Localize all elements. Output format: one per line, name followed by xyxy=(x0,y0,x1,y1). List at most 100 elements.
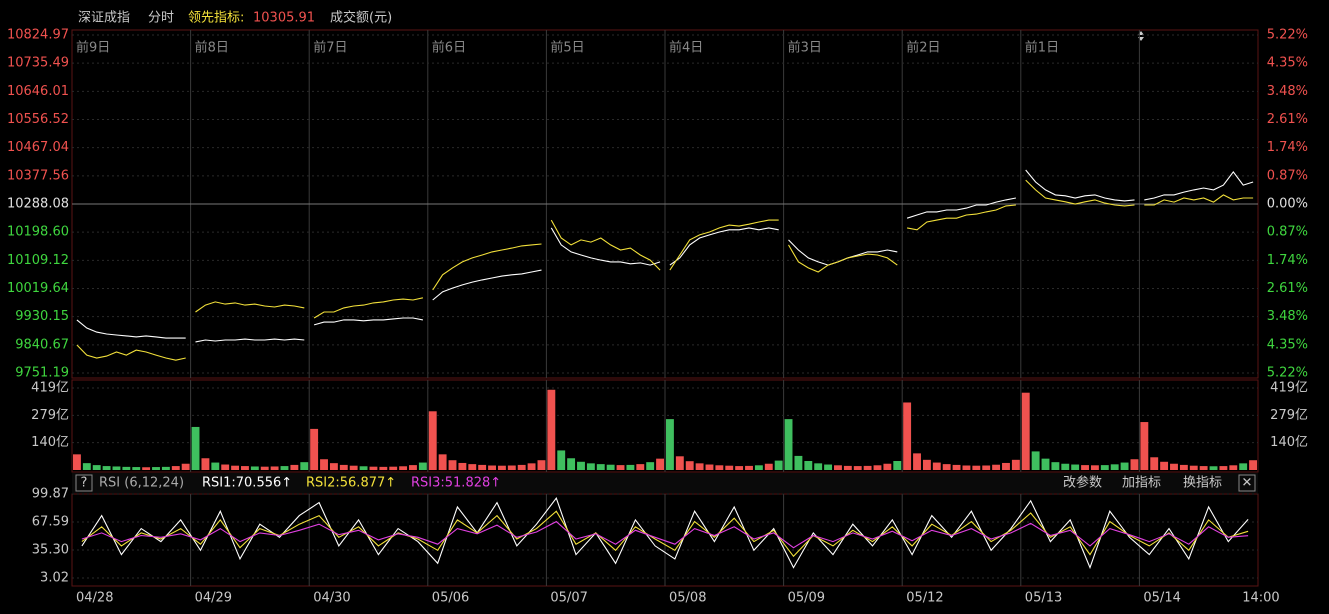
volume-bar xyxy=(497,465,506,470)
volume-bar xyxy=(122,466,131,470)
rsi-header xyxy=(72,473,1258,493)
volume-bar xyxy=(1051,462,1060,470)
volume-bar xyxy=(666,419,674,470)
y-tick-label: 10109.12 xyxy=(7,253,69,268)
series-line xyxy=(550,227,661,266)
y-tick-label: 67.59 xyxy=(32,514,69,529)
volume-bar xyxy=(438,454,447,470)
volume-bar xyxy=(1120,462,1129,470)
volume-bar xyxy=(834,465,842,470)
y2-tick-label: 2.61% xyxy=(1267,281,1308,296)
volume-bar xyxy=(626,464,635,470)
x-tick-label: 05/09 xyxy=(788,591,825,606)
volume-bar xyxy=(557,450,566,470)
volume-bar xyxy=(1150,457,1159,470)
volume-bar xyxy=(300,462,309,470)
toolbar-button[interactable]: 换指标 xyxy=(1183,476,1222,491)
volume-bar xyxy=(260,466,269,470)
series-line xyxy=(76,319,186,339)
y-tick-label: 140亿 xyxy=(1270,435,1308,450)
volume-bar xyxy=(1041,458,1050,470)
volume-bar xyxy=(1021,392,1030,470)
day-label: 前6日 xyxy=(432,40,466,56)
day-label: 前5日 xyxy=(550,40,584,56)
volume-bar xyxy=(725,465,734,470)
volume-bar xyxy=(142,467,151,470)
volume-bar xyxy=(1229,465,1238,470)
legend-entry: RSI3:51.828↑ xyxy=(411,476,501,491)
volume-bar xyxy=(616,465,625,470)
volume-bar xyxy=(231,465,240,470)
series-line xyxy=(906,204,1016,231)
rsi-title: RSI (6,12,24) xyxy=(99,476,184,491)
volume-bar xyxy=(853,466,862,470)
volume-bar xyxy=(458,462,467,470)
volume-bar xyxy=(329,463,338,470)
lead-value: 10305.91 xyxy=(253,11,315,26)
volume-bar xyxy=(972,465,981,470)
index-name: 深证成指 xyxy=(78,11,130,26)
volume-bar xyxy=(922,459,931,470)
series-line xyxy=(432,243,542,291)
y2-tick-label: 0.00% xyxy=(1267,197,1308,212)
x-tick-label: 05/07 xyxy=(550,591,587,606)
volume-bar xyxy=(399,466,408,470)
help-button[interactable]: ? xyxy=(81,476,88,491)
volume-bar xyxy=(102,466,111,470)
volume-bar xyxy=(527,463,536,470)
volume-bar xyxy=(1219,466,1228,470)
legend-entry: RSI2:56.877↑ xyxy=(306,476,396,491)
toolbar-button[interactable]: 改参数 xyxy=(1063,475,1102,491)
volume-bar xyxy=(181,463,190,470)
day-label: 前4日 xyxy=(669,40,703,56)
series-line xyxy=(81,520,1249,549)
volume-bar xyxy=(646,462,655,470)
volume-bar xyxy=(73,454,81,470)
volume-bar xyxy=(1249,460,1257,470)
volume-bar xyxy=(992,464,1001,470)
volume-bar xyxy=(537,460,546,470)
volume-bar xyxy=(567,458,576,470)
volume-bar xyxy=(1189,465,1198,470)
day-label: 前2日 xyxy=(906,40,940,56)
volume-bar xyxy=(547,389,556,470)
volume-bar xyxy=(982,465,991,470)
series-line xyxy=(669,227,779,266)
series-line xyxy=(195,301,305,313)
y-tick-label: 10735.49 xyxy=(7,56,69,71)
volume-bar xyxy=(468,464,477,470)
y-tick-label: 9840.67 xyxy=(15,337,69,352)
volume-bar xyxy=(1179,464,1188,470)
volume-bar xyxy=(369,466,378,470)
series-line xyxy=(195,338,305,343)
volume-bar xyxy=(843,465,852,470)
close-box[interactable] xyxy=(1238,474,1256,492)
close-button[interactable]: ✕ xyxy=(1242,476,1253,491)
volume-bar xyxy=(873,465,882,470)
volume-bar xyxy=(112,466,121,470)
volume-bar xyxy=(962,465,971,470)
y-tick-label: 9751.19 xyxy=(15,366,69,381)
y-tick-label: 10288.08 xyxy=(7,197,69,212)
volume-bar xyxy=(1061,463,1070,470)
volume-bar xyxy=(1160,461,1169,470)
x-tick-label: 05/08 xyxy=(669,591,706,606)
volume-bar xyxy=(685,461,694,470)
volume-bar xyxy=(932,462,941,470)
toolbar-button[interactable]: 加指标 xyxy=(1122,476,1161,491)
y2-tick-label: 3.48% xyxy=(1267,84,1308,99)
volume-bar xyxy=(478,464,487,470)
volume-bar xyxy=(507,465,516,470)
y2-tick-label: 0.87% xyxy=(1267,225,1308,240)
volume-bar xyxy=(339,464,348,470)
y-tick-label: 10556.52 xyxy=(7,112,69,127)
mode-label: 分时 xyxy=(148,11,174,26)
day-label: 前9日 xyxy=(76,40,110,56)
volume-bar xyxy=(764,463,773,470)
series-line xyxy=(313,297,424,319)
volume-bar xyxy=(695,463,704,470)
x-tick-label: 04/30 xyxy=(313,591,350,606)
help-box[interactable] xyxy=(75,474,93,492)
volume-bar xyxy=(191,426,200,470)
volume-bar xyxy=(893,460,902,470)
